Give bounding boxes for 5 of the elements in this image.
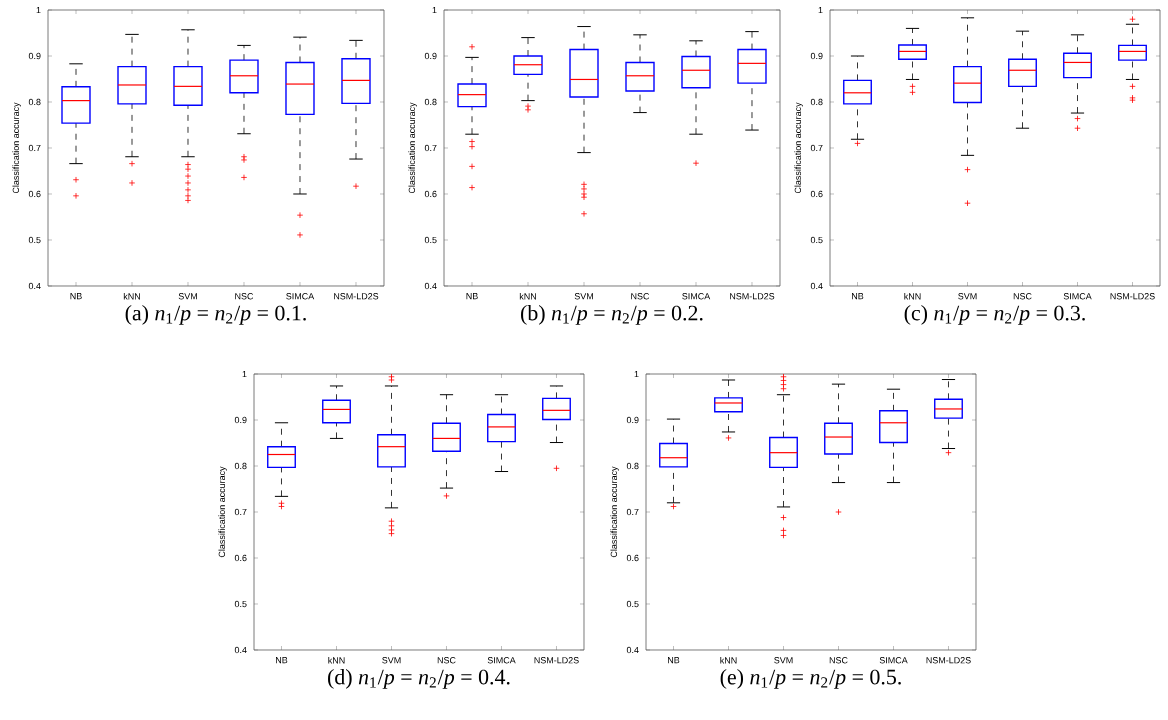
chart-title: (d) n$_{1}$/p = n$_{2}$/p = 0.4. bbox=[328, 669, 510, 689]
chart-title: (e) n$_{1}$/p = n$_{2}$/p = 0.5. bbox=[720, 669, 901, 689]
chart-title: (a) n$_{1}$/p = n$_{2}$/p = 0.1. bbox=[125, 305, 306, 325]
chart-title: (c) n$_{1}$/p = n$_{2}$/p = 0.3. bbox=[904, 305, 1085, 325]
chart-title: (b) n$_{1}$/p = n$_{2}$/p = 0.2. bbox=[521, 305, 703, 325]
